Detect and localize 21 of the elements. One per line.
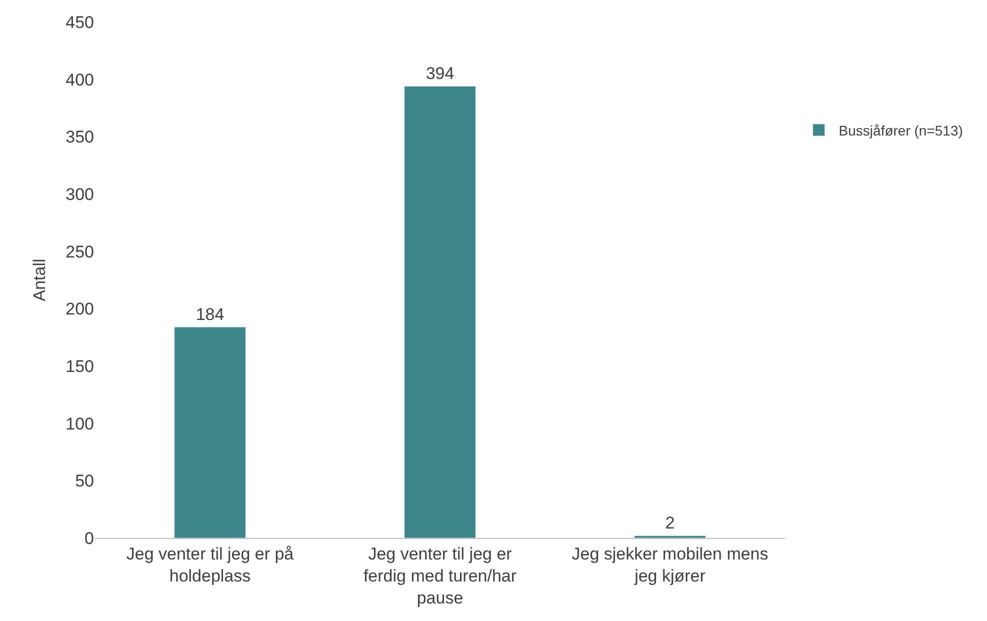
bar: [634, 535, 706, 538]
bar: [174, 326, 246, 538]
data-label: 2: [665, 514, 675, 533]
x-tick-label: Jeg sjekker mobilen mens jeg kjører: [572, 544, 768, 586]
y-tick-label: 300: [66, 184, 94, 204]
y-tick-label: 50: [75, 472, 94, 491]
y-tick-label: 250: [66, 242, 94, 262]
data-label: 184: [196, 305, 224, 324]
y-tick-label: 350: [66, 128, 94, 147]
data-label: 394: [426, 64, 454, 84]
x-tick-label: Jeg venter til jeg er på holdeplass: [126, 544, 294, 586]
y-tick-label: 400: [66, 70, 94, 90]
y-tick-label: 200: [66, 300, 94, 319]
bar: [404, 86, 476, 538]
x-tick-label: Jeg venter til jeg er ferdig med turen/har pause: [363, 544, 517, 608]
y-tick-label: 150: [66, 356, 94, 376]
y-axis-title: Antall: [30, 258, 50, 302]
legend-label: Bussjåfører (n=513): [838, 122, 963, 138]
y-tick-label: 0: [84, 528, 94, 548]
y-tick-label: 450: [66, 12, 94, 32]
y-tick-label: 100: [66, 414, 94, 434]
